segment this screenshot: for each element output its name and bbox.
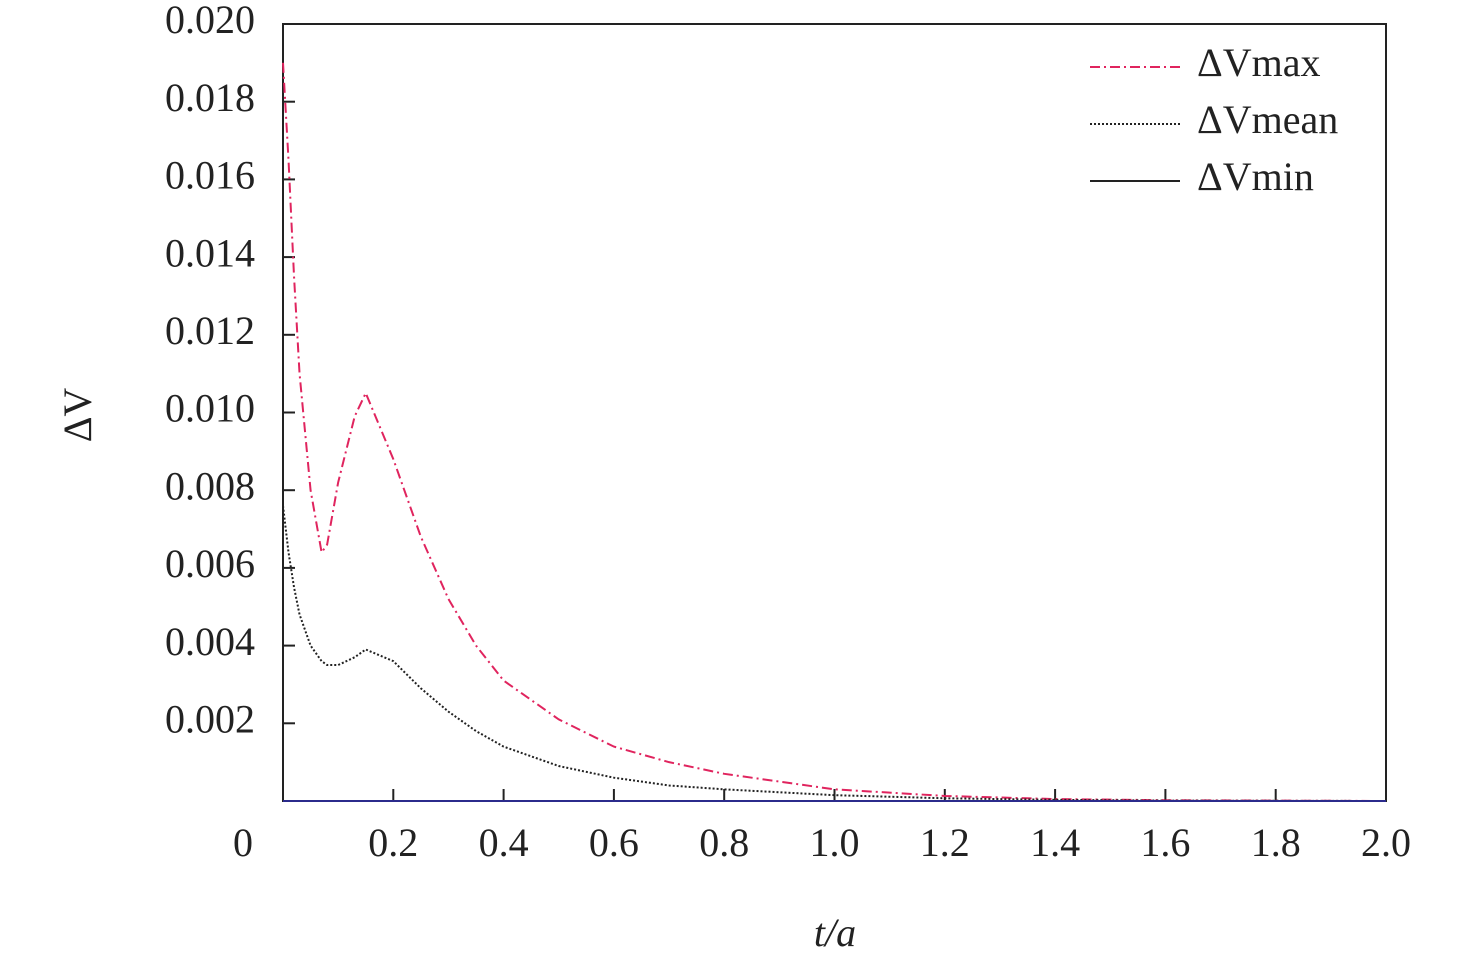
legend-label: ΔVmax — [1197, 40, 1320, 85]
series-line — [282, 505, 1387, 802]
x-tick-label: 1.8 — [1251, 820, 1301, 865]
y-tick-label: 0.006 — [165, 541, 255, 586]
x-tick-label: 1.4 — [1030, 820, 1080, 865]
y-tick-label: 0.020 — [165, 0, 255, 42]
x-axis-label: t/a — [814, 910, 856, 955]
series-line — [282, 62, 1387, 802]
legend-label: ΔVmean — [1197, 97, 1338, 142]
x-tick-label: 0.2 — [368, 820, 418, 865]
x-tick-label: 0.4 — [479, 820, 529, 865]
legend-label: ΔVmin — [1197, 154, 1314, 199]
x-tick-label: 0.8 — [699, 820, 749, 865]
x-tick-label: 0.6 — [589, 820, 639, 865]
y-tick-label: 0.002 — [165, 696, 255, 741]
x-tick-label: 1.0 — [810, 820, 860, 865]
x-tick-label: 1.6 — [1140, 820, 1190, 865]
y-axis-label: ΔV — [55, 388, 100, 443]
y-tick-label: 0.008 — [165, 463, 255, 508]
x-tick-label: 1.2 — [920, 820, 970, 865]
y-tick-label: 0.010 — [165, 386, 255, 431]
x-tick-label: 0 — [233, 820, 253, 865]
y-tick-label: 0.004 — [165, 619, 255, 664]
y-tick-label: 0.018 — [165, 75, 255, 120]
y-tick-label: 0.016 — [165, 153, 255, 198]
x-tick-label: 2.0 — [1361, 820, 1411, 865]
y-tick-label: 0.012 — [165, 308, 255, 353]
y-tick-label: 0.014 — [165, 230, 255, 275]
